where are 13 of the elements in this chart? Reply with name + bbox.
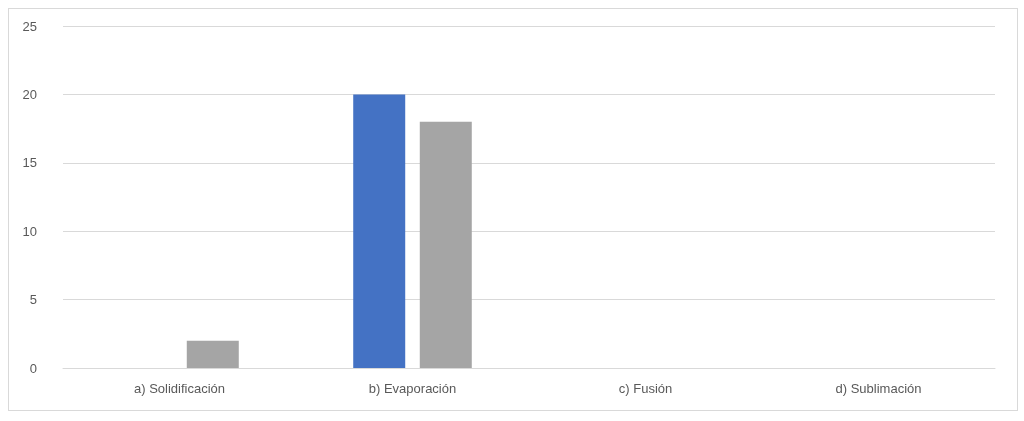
y-tick-label: 5 [29, 292, 37, 308]
y-tick-label: 0 [29, 360, 37, 376]
bar [419, 121, 472, 368]
y-tick-label: 15 [22, 155, 37, 171]
x-tick-label: d) Sublimación [835, 381, 922, 396]
y-tick-label: 25 [22, 18, 37, 34]
y-tick-label: 10 [22, 223, 37, 239]
x-tick-label: c) Fusión [618, 381, 673, 396]
x-tick-label: b) Evaporación [368, 381, 457, 396]
y-tick-label: 20 [22, 86, 37, 102]
bar [186, 340, 239, 368]
x-tick-label: a) Solidificación [133, 381, 226, 396]
bar [353, 94, 406, 368]
